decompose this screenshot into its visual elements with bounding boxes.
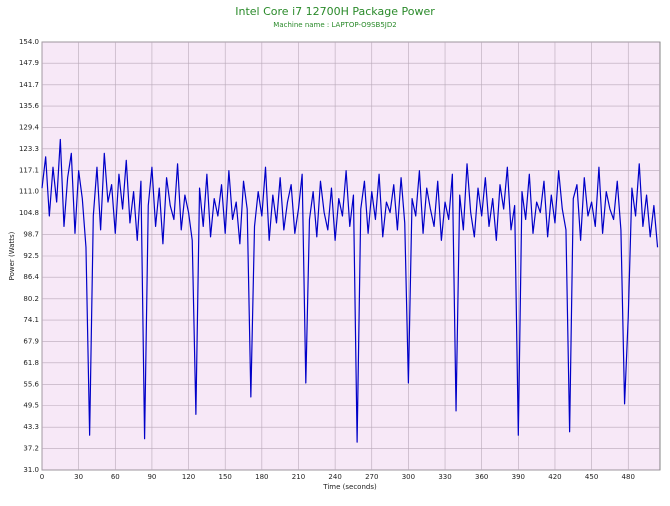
data-line bbox=[41, 138, 659, 443]
y-tick-label: 86.4 bbox=[23, 273, 39, 281]
y-tick-label: 141.7 bbox=[19, 81, 39, 89]
y-tick-label: 135.6 bbox=[19, 102, 40, 110]
x-tick-label: 300 bbox=[402, 473, 415, 481]
y-tick-label: 31.0 bbox=[23, 466, 39, 474]
x-tick-label: 0 bbox=[40, 473, 44, 481]
x-tick-label: 120 bbox=[182, 473, 195, 481]
y-tick-label: 49.5 bbox=[23, 402, 39, 410]
x-tick-label: 480 bbox=[622, 473, 635, 481]
chart-title: Intel Core i7 12700H Package Power bbox=[235, 5, 435, 18]
y-tick-label: 74.1 bbox=[23, 316, 39, 324]
x-tick-label: 270 bbox=[365, 473, 378, 481]
x-tick-label: 30 bbox=[74, 473, 83, 481]
y-tick-label: 104.8 bbox=[19, 209, 39, 217]
x-tick-label: 360 bbox=[475, 473, 488, 481]
y-axis-label: Power (Watts) bbox=[8, 231, 16, 280]
y-tick-label: 111.0 bbox=[19, 188, 39, 196]
x-tick-label: 150 bbox=[219, 473, 232, 481]
y-tick-label: 43.3 bbox=[23, 423, 39, 431]
y-tick-label: 147.9 bbox=[19, 59, 39, 67]
chart-subtitle: Machine name : LAPTOP-O9SB5JD2 bbox=[273, 21, 396, 29]
y-tick-label: 37.2 bbox=[23, 444, 39, 452]
x-tick-label: 450 bbox=[585, 473, 598, 481]
y-tick-label: 92.5 bbox=[23, 252, 39, 260]
x-tick-label: 420 bbox=[548, 473, 561, 481]
y-tick-label: 67.9 bbox=[23, 338, 39, 346]
x-axis-label: Time (seconds) bbox=[322, 483, 377, 491]
x-tick-label: 60 bbox=[111, 473, 120, 481]
y-tick-label: 154.0 bbox=[19, 38, 39, 46]
y-tick-label: 55.6 bbox=[23, 380, 39, 388]
x-tick-label: 330 bbox=[438, 473, 451, 481]
y-tick-label: 98.7 bbox=[23, 230, 39, 238]
y-tick-label: 61.8 bbox=[23, 359, 39, 367]
x-tick-label: 390 bbox=[512, 473, 525, 481]
y-tick-label: 129.4 bbox=[19, 124, 40, 132]
x-tick-label: 180 bbox=[255, 473, 268, 481]
x-tick-label: 210 bbox=[292, 473, 305, 481]
y-tick-label: 80.2 bbox=[23, 295, 39, 303]
y-tick-label: 117.1 bbox=[19, 166, 39, 174]
y-tick-label: 123.3 bbox=[19, 145, 39, 153]
x-tick-label: 90 bbox=[147, 473, 156, 481]
x-tick-label: 240 bbox=[328, 473, 341, 481]
